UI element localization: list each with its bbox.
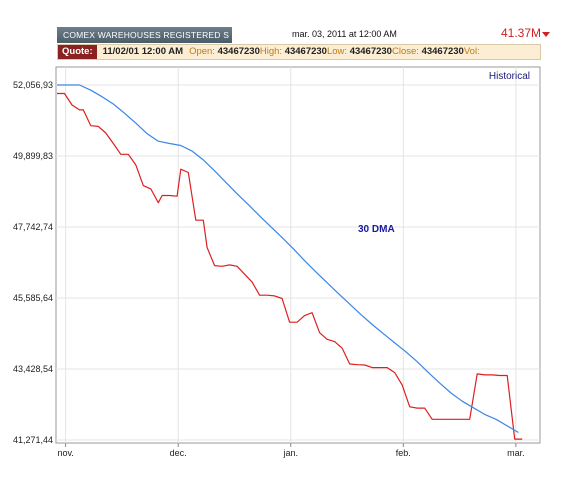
open-value: 43467230 — [217, 46, 260, 57]
series-lines — [57, 84, 523, 440]
x-tick-label: dec. — [170, 448, 187, 458]
current-price: 41.37M — [500, 26, 541, 40]
x-axis-ticks: nov. dec. jan. feb. mar. — [57, 443, 525, 458]
y-tick-label: 47,742,74 — [13, 222, 53, 232]
plot-area — [55, 66, 541, 444]
quote-bar: Quote: 11/02/01 12:00 AM Open: 43467230Hig… — [57, 44, 541, 60]
y-tick-label: 49,899,83 — [13, 151, 53, 161]
chart-title-bar: COMEX WAREHOUSES REGISTERED S — [57, 27, 232, 43]
price-series-line — [57, 92, 523, 440]
quote-datetime: 11/02/01 12:00 AM — [102, 46, 184, 57]
price-down-arrow-icon — [542, 32, 550, 37]
high-value: 43467230 — [284, 46, 327, 57]
high-label: High: — [259, 46, 283, 57]
y-tick-label: 43,428,54 — [13, 364, 53, 374]
x-tick-label: jan. — [282, 448, 298, 458]
x-tick-label: feb. — [396, 448, 411, 458]
close-label: Close: — [391, 46, 419, 57]
low-label: Low: — [326, 46, 348, 57]
close-value: 43467230 — [421, 46, 464, 57]
x-tick-label: nov. — [57, 448, 73, 458]
open-label: Open: — [189, 46, 215, 57]
dma-annotation: 30 DMA — [358, 224, 395, 235]
chart-title: COMEX WAREHOUSES REGISTERED S — [63, 30, 230, 40]
y-axis-ticks: 52,056,93 49,899,83 47,742,74 45,585,64 43,4… — [13, 80, 53, 445]
low-value: 43467230 — [349, 46, 392, 57]
quote-label: Quote: — [58, 45, 97, 59]
current-datetime: mar. 03, 2011 at 12:00 AM — [292, 29, 397, 39]
y-tick-label: 41,271,44 — [13, 435, 53, 445]
grid-lines — [56, 67, 540, 443]
dma-series-line — [57, 84, 519, 434]
historical-label[interactable]: Historical — [489, 71, 530, 82]
x-tick-label: mar. — [507, 448, 525, 458]
y-tick-label: 45,585,64 — [13, 293, 53, 303]
y-tick-label: 52,056,93 — [13, 80, 53, 90]
vol-label: Vol: — [463, 46, 480, 57]
